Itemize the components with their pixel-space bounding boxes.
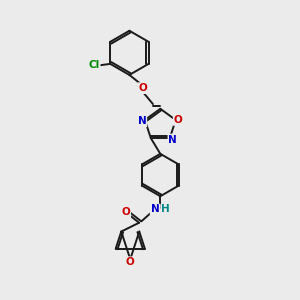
Text: O: O [138, 83, 147, 93]
Text: O: O [122, 207, 130, 218]
Text: H: H [161, 205, 170, 214]
Text: N: N [151, 205, 159, 214]
Text: Cl: Cl [88, 60, 100, 70]
Text: N: N [138, 116, 146, 126]
Text: O: O [174, 115, 182, 125]
Text: N: N [168, 134, 177, 145]
Text: O: O [126, 257, 135, 267]
